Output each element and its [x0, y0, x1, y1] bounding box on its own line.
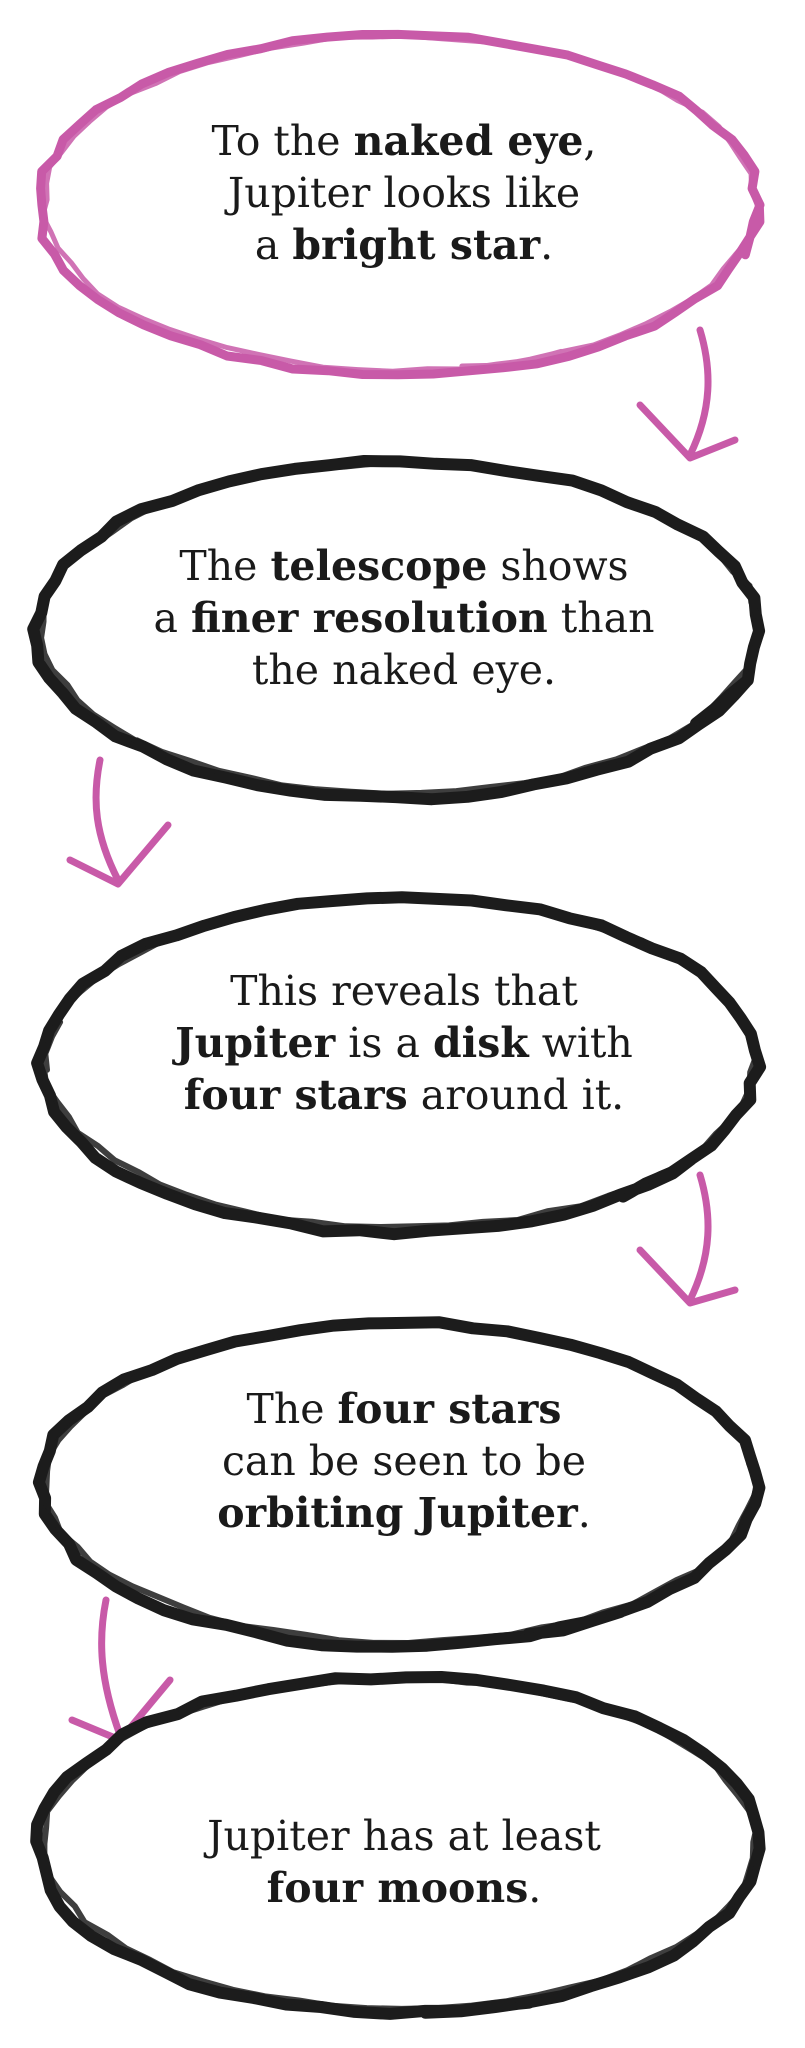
node-text-line: To the naked eye,	[212, 117, 597, 165]
arrow-head	[636, 401, 739, 462]
bold-text-segment: telescope	[270, 542, 487, 590]
node-outline-texture	[40, 893, 760, 1230]
text-segment: shows	[487, 542, 628, 590]
node-text-line: can be seen to be	[222, 1437, 586, 1485]
node-text-line: Jupiter is a disk with	[172, 1019, 633, 1067]
text-segment: with	[529, 1019, 633, 1067]
text-segment: can be seen to be	[222, 1437, 586, 1485]
text-segment: around it.	[408, 1071, 624, 1119]
text-segment: This reveals that	[230, 967, 578, 1015]
arrow-shaft	[98, 1596, 124, 1739]
node-text-line: The telescope shows	[179, 542, 628, 590]
arrow-head	[66, 821, 172, 888]
flow-node-2: The telescope shows a finer resolution th…	[27, 455, 766, 806]
node-text: Jupiter has at least four moons.	[203, 1812, 601, 1912]
node-text-line: the naked eye.	[252, 646, 556, 694]
text-segment: than	[548, 594, 655, 642]
node-fill	[46, 903, 750, 1227]
text-segment: Jupiter looks like	[224, 169, 580, 217]
text-segment: .	[528, 1864, 541, 1912]
connector-arrow-3	[636, 1171, 739, 1307]
node-fill	[46, 1329, 750, 1641]
text-segment: a	[255, 221, 292, 269]
text-segment: .	[540, 221, 553, 269]
arrow-head	[636, 1246, 739, 1307]
node-outline-texture	[38, 459, 764, 797]
text-segment: Jupiter has at least	[203, 1812, 601, 1860]
bold-text-segment: bright star	[292, 221, 541, 269]
node-text-line: a finer resolution than	[154, 594, 655, 642]
bold-text-segment: four stars	[338, 1385, 562, 1433]
node-text: To the naked eye, Jupiter looks like a bri…	[212, 117, 597, 269]
node-fill	[44, 41, 752, 369]
node-fill	[44, 1683, 752, 2007]
flow-node-1: To the naked eye, Jupiter looks like a bri…	[36, 29, 765, 380]
arrows-layer	[66, 326, 739, 1744]
nodes-layer: To the naked eye, Jupiter looks like a bri…	[27, 29, 767, 2020]
node-outline-texture	[42, 1321, 761, 1646]
text-segment: The	[246, 1385, 337, 1433]
node-outline-texture	[41, 1673, 761, 2012]
node-fill	[42, 468, 754, 792]
node-text-line: a bright star.	[255, 221, 553, 269]
node-text-line: This reveals that	[230, 967, 578, 1015]
node-text-line: four stars around it.	[184, 1071, 624, 1119]
arrow-shaft	[686, 326, 712, 459]
text-segment: To the	[212, 117, 354, 165]
text-segment: .	[578, 1489, 591, 1537]
arrow-shaft	[92, 756, 122, 884]
text-segment: the naked eye.	[252, 646, 556, 694]
text-segment: ,	[583, 117, 596, 165]
node-text-line: orbiting Jupiter.	[217, 1489, 591, 1537]
bold-text-segment: Jupiter	[172, 1019, 336, 1067]
bold-text-segment: four stars	[184, 1071, 408, 1119]
bold-text-segment: disk	[433, 1019, 530, 1067]
flow-node-4: The four stars can be seen to be orbiting …	[32, 1316, 766, 1653]
flow-node-3: This reveals that Jupiter is a disk with f…	[31, 891, 767, 1241]
text-segment: is a	[335, 1019, 433, 1067]
text-segment: The	[179, 542, 270, 590]
bold-text-segment: finer resolution	[191, 594, 548, 642]
flow-node-5: Jupiter has at least four moons.	[30, 1671, 766, 2020]
bold-text-segment: four moons	[267, 1864, 529, 1912]
connector-arrow-2	[66, 756, 172, 888]
node-text: The telescope shows a finer resolution th…	[154, 542, 655, 694]
bold-text-segment: naked eye	[354, 117, 584, 165]
arrow-shaft	[686, 1171, 712, 1304]
node-text: The four stars can be seen to be orbiting …	[217, 1385, 591, 1537]
node-text-line: Jupiter has at least	[203, 1812, 601, 1860]
node-text: This reveals that Jupiter is a disk with f…	[172, 967, 633, 1119]
node-text-line: four moons.	[267, 1864, 542, 1912]
text-segment: a	[154, 594, 191, 642]
bold-text-segment: orbiting Jupiter	[217, 1489, 579, 1537]
connector-arrow-1	[636, 326, 739, 462]
node-outline-texture	[40, 33, 761, 374]
node-text-line: Jupiter looks like	[224, 169, 580, 217]
node-text-line: The four stars	[246, 1385, 561, 1433]
